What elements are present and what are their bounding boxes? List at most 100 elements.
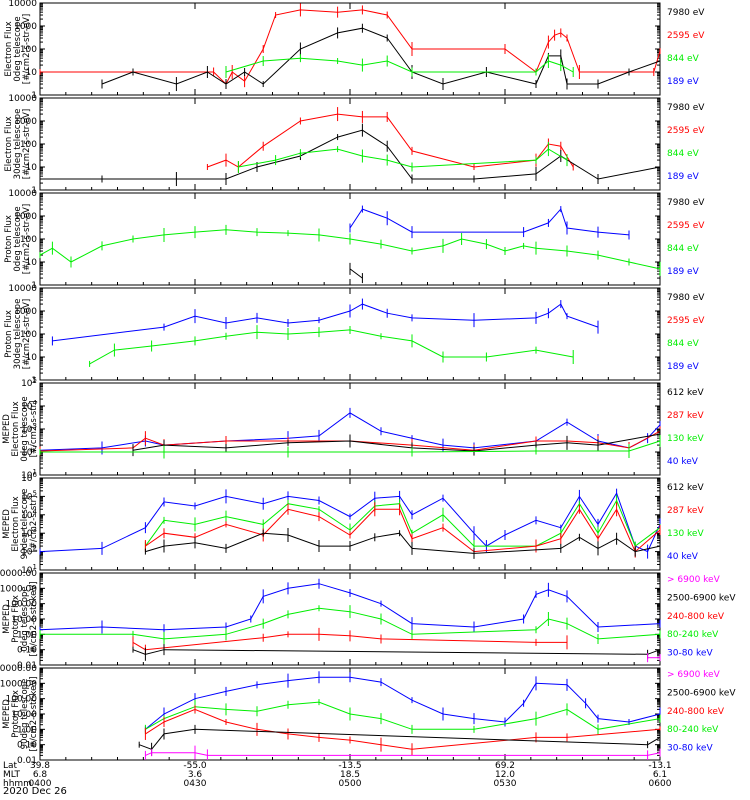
legend-entry: 844 eV — [667, 244, 700, 254]
legend-entry: 189 eV — [667, 267, 700, 277]
x-row-label: hhmm — [3, 779, 32, 789]
legend-entry: 189 eV — [667, 77, 700, 87]
ylabel-line: [#/cm2-s-str-keV] — [29, 677, 39, 752]
legend-entry: 30-80 keV — [667, 744, 713, 754]
date-label: 2020 Dec 26 — [3, 786, 67, 797]
ylabel-line: [#/cm2-s-str-eV] — [22, 109, 32, 179]
ytick-label: 1 — [31, 91, 37, 101]
ytick-label: 10 — [26, 353, 38, 363]
legend-entry: 189 eV — [667, 172, 700, 182]
legend-entry: 2595 eV — [667, 221, 705, 231]
series-line — [39, 583, 661, 631]
series-line — [145, 508, 661, 553]
legend-entry: 2595 eV — [667, 31, 705, 41]
series-line — [39, 430, 661, 452]
ylabel-line: Electron Flux — [4, 116, 14, 171]
legend-entry: 189 eV — [667, 362, 700, 372]
ytick-label: 100.00 — [6, 600, 38, 610]
series-line — [132, 649, 661, 655]
ylabel-line: [#/cm2-s-str-eV] — [22, 299, 32, 369]
ytick-label: 10.00 — [11, 710, 37, 720]
panel-p8: 0.01 0.10 1.00 10.00 100.00 1000.00 10000.00 ME… — [0, 664, 736, 766]
ylabel-line: 0deg telescope — [20, 396, 30, 461]
ytick-label: 10000 — [8, 94, 37, 104]
legend-entry: 7980 eV — [667, 198, 705, 208]
panel-frame — [39, 97, 661, 191]
ytick-label: 1000 — [14, 307, 37, 317]
panel-p3: 1 10 100 1000 10000 Proton Flux 0deg telescope… — [4, 189, 705, 291]
ylabel-line: MEPED — [2, 414, 12, 444]
ytick-label: 0.10 — [17, 646, 37, 656]
x-row-label: MLT — [3, 770, 21, 780]
legend-entry: 2595 eV — [667, 316, 705, 326]
ytick-label: 1000.00 — [0, 584, 37, 594]
ytick-label: 10000 — [8, 0, 37, 9]
x-lat-label: -13.5 — [338, 761, 361, 771]
legend-entry: 40 keV — [667, 457, 699, 467]
panel-frame — [39, 287, 661, 381]
ytick-label: 100.00 — [6, 695, 38, 705]
ytick-label: 10.00 — [11, 615, 37, 625]
ytick-label: 1 — [31, 376, 37, 386]
ytick-label: 0.10 — [17, 741, 37, 751]
x-lat-label: -55.0 — [183, 761, 207, 771]
ylabel-line: 0deg telescope — [13, 16, 23, 81]
ytick-label: 100 — [20, 140, 37, 150]
x-time-label: 0530 — [494, 779, 517, 789]
series-line — [238, 148, 568, 168]
legend-entry: 30-80 keV — [667, 649, 713, 659]
series-line — [39, 229, 661, 270]
ylabel-line: Proton Flux — [4, 310, 14, 358]
series-line — [145, 676, 661, 730]
legend-entry: 80-240 keV — [667, 725, 719, 735]
series-line — [145, 708, 661, 750]
x-mlt-label: 3.6 — [188, 770, 203, 780]
series-line — [349, 208, 630, 236]
ylabel-line: 90deg telescope — [20, 489, 30, 560]
ytick-label: 105 — [21, 376, 37, 389]
x-mlt-label: 12.0 — [495, 770, 515, 780]
legend-entry: 2500-6900 keV — [667, 688, 736, 698]
series-line — [139, 728, 661, 750]
legend-entry: 40 keV — [667, 552, 699, 562]
legend-entry: 844 eV — [667, 149, 700, 159]
ylabel-line: MEPED — [2, 604, 12, 634]
panel-p2: 1 10 100 1000 10000 Electron Flux 30deg telesc… — [4, 94, 705, 196]
series-line — [101, 27, 661, 85]
ytick-label: 0.01 — [17, 661, 37, 671]
ytick-label: 10 — [26, 258, 38, 268]
legend-entry: > 6900 keV — [667, 575, 721, 585]
ylabel-line: Electron Flux — [11, 401, 21, 456]
ytick-label: 10000.00 — [0, 664, 37, 674]
ytick-label: 1000 — [14, 117, 37, 127]
ylabel-line: [#/cm2-s-str-keV] — [29, 582, 39, 657]
series-line — [145, 532, 661, 554]
ylabel-line: 30deg telescope — [13, 109, 23, 180]
x-time-label: 0400 — [29, 779, 52, 789]
ytick-label: 100 — [20, 235, 37, 245]
x-mlt-label: 6.8 — [33, 770, 48, 780]
legend-entry: 612 keV — [667, 388, 704, 398]
series-line — [144, 499, 661, 547]
ylabel-line: [#/cm2-s-str] — [29, 496, 39, 553]
series-line — [145, 752, 661, 756]
legend-entry: 240-800 keV — [667, 707, 725, 717]
series-line — [132, 433, 661, 452]
legend-entry: 612 keV — [667, 483, 704, 493]
x-row-label: Lat — [3, 761, 18, 771]
series-line — [207, 113, 574, 168]
legend-entry: 2500-6900 keV — [667, 593, 736, 603]
ytick-label: 10000 — [8, 284, 37, 294]
panel-p7: 0.01 0.10 1.00 10.00 100.00 1000.00 10000.00 ME… — [0, 569, 736, 671]
ylabel-line: Electron Flux — [11, 496, 21, 551]
x-time-label: 0600 — [649, 779, 672, 789]
x-mlt-label: 6.1 — [653, 770, 667, 780]
ytick-label: 10000 — [8, 189, 37, 199]
ylabel-line: Electron Flux — [4, 21, 14, 76]
legend-entry: 2595 eV — [667, 126, 705, 136]
ylabel-line: [#/cm2-s-str] — [29, 401, 39, 458]
ytick-label: 10 — [26, 163, 38, 173]
